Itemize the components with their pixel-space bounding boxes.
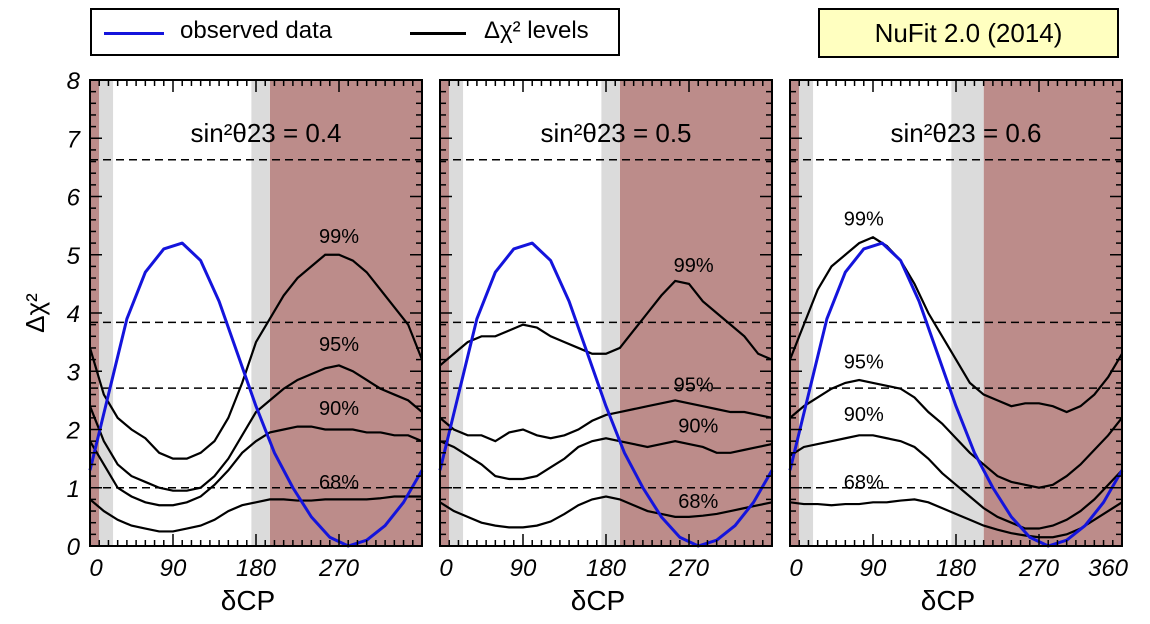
level-curve-90 [789, 434, 1123, 530]
y-tick-label: 5 [67, 243, 81, 270]
x-tick-label: 180 [236, 555, 277, 582]
level-label: 90% [319, 398, 359, 420]
legend-observed-line-icon [104, 32, 164, 35]
level-label: 90% [678, 415, 718, 437]
level-label: 99% [319, 226, 359, 248]
grey-band [99, 80, 114, 546]
legend: observed data Δχ² levels [90, 8, 620, 56]
excluded-region [983, 80, 1122, 546]
x-tick-label: 270 [668, 555, 710, 582]
panel-3: 99% 95% 90% 68% sin²θ23 = 0.6 0 90 180 270 360 δCP [788, 79, 1129, 616]
panel-title: sin²θ23 = 0.4 [190, 118, 341, 148]
excluded-region [269, 80, 422, 546]
x-tick-label: 90 [160, 555, 187, 582]
level-label: 68% [678, 491, 718, 513]
level-label: 90% [844, 404, 884, 426]
y-tick-label: 4 [67, 301, 80, 328]
y-axis-label: Δχ² [20, 293, 50, 333]
legend-levels-label: Δχ² levels [484, 17, 589, 44]
level-label: 68% [844, 472, 884, 494]
x-tick-label: 180 [936, 555, 977, 582]
legend-levels-line-icon [410, 32, 466, 35]
level-curve-90 [439, 437, 773, 481]
x-tick-label: 0 [789, 555, 803, 582]
y-tick-label: 0 [67, 534, 81, 561]
level-curve-68 [789, 498, 1123, 539]
level-label: 68% [319, 472, 359, 494]
y-tick-label: 1 [67, 476, 80, 503]
x-tick-label: 0 [439, 555, 453, 582]
panel-title: sin²θ23 = 0.6 [890, 118, 1041, 148]
grey-band [601, 80, 620, 546]
x-tick-label: 180 [586, 555, 627, 582]
y-tick-label: 7 [67, 126, 82, 153]
level-curve-99 [88, 253, 424, 460]
level-curve-95 [439, 399, 773, 443]
panel-title: sin²θ23 = 0.5 [540, 118, 691, 148]
y-tick-label: 6 [67, 185, 81, 212]
level-curve-99 [439, 279, 773, 367]
nufit-badge: NuFit 2.0 (2014) [818, 8, 1119, 58]
excluded-region [619, 80, 772, 546]
panel-1: 99% 95% 90% 68% sin²θ23 = 0.4 0 90 180 270 δCP [88, 79, 424, 616]
x-tick-label: 90 [860, 555, 887, 582]
level-label: 95% [674, 375, 714, 397]
grey-band [799, 80, 814, 546]
x-tick-label: 270 [318, 555, 360, 582]
grey-band [951, 80, 984, 546]
y-tick-label: 3 [67, 359, 81, 386]
x-tick-label: 360 [1088, 555, 1129, 582]
y-tick-label: 2 [66, 418, 80, 445]
level-curve-99 [788, 236, 1123, 414]
legend-observed-label: observed data [180, 17, 333, 44]
x-tick-label: 270 [1018, 555, 1060, 582]
x-tick-label: 0 [89, 555, 103, 582]
x-axis-label: δCP [921, 585, 975, 616]
level-label: 95% [844, 351, 884, 373]
level-curve-68 [89, 495, 422, 533]
level-curve-68 [439, 495, 773, 529]
level-label: 99% [844, 209, 884, 231]
x-axis-label: δCP [571, 585, 625, 616]
level-label: 99% [674, 255, 714, 277]
y-tick-label: 8 [67, 68, 81, 95]
grey-band [251, 80, 270, 546]
level-curve-95 [88, 364, 423, 492]
panel-2: 99% 95% 90% 68% sin²θ23 = 0.5 0 90 180 270 δCP [438, 79, 774, 616]
x-tick-label: 90 [510, 555, 537, 582]
level-label: 95% [319, 334, 359, 356]
x-axis-label: δCP [221, 585, 275, 616]
level-curve-95 [789, 378, 1123, 489]
level-curve-90 [89, 425, 423, 507]
